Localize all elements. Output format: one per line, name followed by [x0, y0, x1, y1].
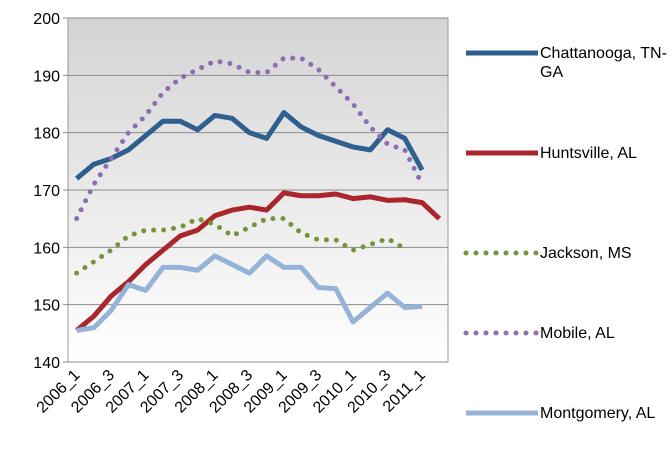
legend-label: Chattanooga, TN-GA	[540, 45, 667, 81]
y-tick-label: 160	[33, 240, 60, 257]
series-line	[75, 110, 425, 181]
y-tick-label: 180	[33, 126, 60, 143]
y-tick-label: 170	[33, 183, 60, 200]
series-line	[75, 190, 442, 333]
y-tick-label: 150	[33, 298, 60, 315]
y-tick-label: 200	[33, 11, 60, 28]
y-tick-label: 140	[33, 355, 60, 372]
y-tick-label: 190	[33, 68, 60, 85]
series-line	[76, 253, 423, 333]
legend-label: Montgomery, AL	[540, 405, 656, 422]
legend-label: Huntsville, AL	[540, 145, 637, 162]
legend-label: Mobile, AL	[540, 325, 615, 342]
series-line	[74, 55, 425, 222]
legend-label: Jackson, MS	[540, 245, 632, 262]
